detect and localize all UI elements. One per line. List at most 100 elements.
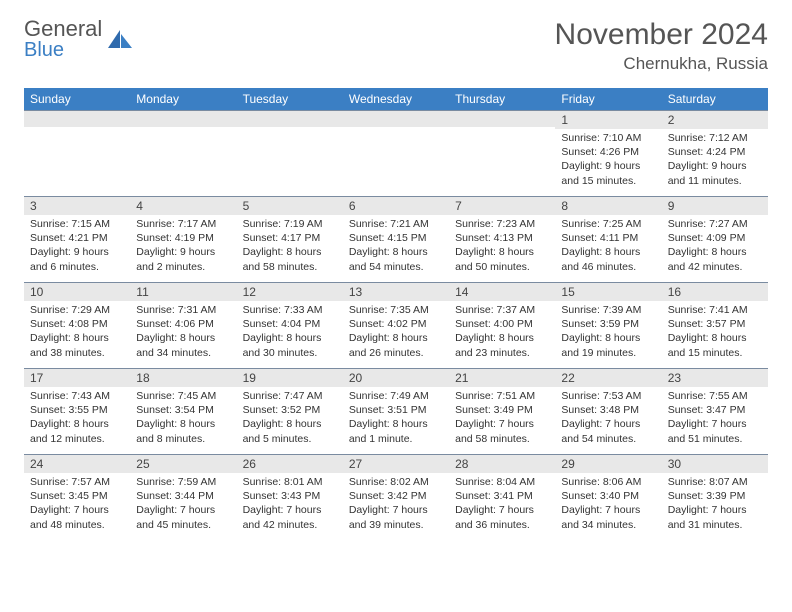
day-number: 3 [24,197,130,215]
day-details: Sunrise: 7:55 AMSunset: 3:47 PMDaylight:… [662,387,768,450]
calendar-cell: 21Sunrise: 7:51 AMSunset: 3:49 PMDayligh… [449,369,555,455]
day-number: 4 [130,197,236,215]
day-number: 13 [343,283,449,301]
day-details: Sunrise: 7:23 AMSunset: 4:13 PMDaylight:… [449,215,555,278]
day-number [24,111,130,127]
day-number: 16 [662,283,768,301]
day-details: Sunrise: 7:45 AMSunset: 3:54 PMDaylight:… [130,387,236,450]
weekday-header: Saturday [662,88,768,111]
logo-line2: Blue [24,40,102,60]
day-number: 5 [237,197,343,215]
day-number: 26 [237,455,343,473]
day-details: Sunrise: 8:02 AMSunset: 3:42 PMDaylight:… [343,473,449,536]
day-details: Sunrise: 7:41 AMSunset: 3:57 PMDaylight:… [662,301,768,364]
calendar-cell [449,111,555,197]
weekday-header: Sunday [24,88,130,111]
calendar-cell: 20Sunrise: 7:49 AMSunset: 3:51 PMDayligh… [343,369,449,455]
calendar-cell: 29Sunrise: 8:06 AMSunset: 3:40 PMDayligh… [555,455,661,541]
day-number: 29 [555,455,661,473]
calendar-cell: 12Sunrise: 7:33 AMSunset: 4:04 PMDayligh… [237,283,343,369]
calendar-cell: 18Sunrise: 7:45 AMSunset: 3:54 PMDayligh… [130,369,236,455]
day-number: 19 [237,369,343,387]
day-details: Sunrise: 8:07 AMSunset: 3:39 PMDaylight:… [662,473,768,536]
day-details: Sunrise: 8:01 AMSunset: 3:43 PMDaylight:… [237,473,343,536]
weekday-header: Wednesday [343,88,449,111]
title-block: November 2024 Chernukha, Russia [555,18,768,74]
header: General Blue November 2024 Chernukha, Ru… [24,18,768,74]
calendar-cell: 30Sunrise: 8:07 AMSunset: 3:39 PMDayligh… [662,455,768,541]
day-details: Sunrise: 8:06 AMSunset: 3:40 PMDaylight:… [555,473,661,536]
calendar-week: 17Sunrise: 7:43 AMSunset: 3:55 PMDayligh… [24,369,768,455]
calendar-cell: 11Sunrise: 7:31 AMSunset: 4:06 PMDayligh… [130,283,236,369]
calendar-cell: 26Sunrise: 8:01 AMSunset: 3:43 PMDayligh… [237,455,343,541]
calendar-cell: 27Sunrise: 8:02 AMSunset: 3:42 PMDayligh… [343,455,449,541]
day-details: Sunrise: 7:59 AMSunset: 3:44 PMDaylight:… [130,473,236,536]
calendar-cell: 6Sunrise: 7:21 AMSunset: 4:15 PMDaylight… [343,197,449,283]
day-details: Sunrise: 7:15 AMSunset: 4:21 PMDaylight:… [24,215,130,278]
calendar-cell: 14Sunrise: 7:37 AMSunset: 4:00 PMDayligh… [449,283,555,369]
day-details: Sunrise: 7:27 AMSunset: 4:09 PMDaylight:… [662,215,768,278]
day-details: Sunrise: 7:17 AMSunset: 4:19 PMDaylight:… [130,215,236,278]
day-number: 9 [662,197,768,215]
day-number: 22 [555,369,661,387]
day-details: Sunrise: 8:04 AMSunset: 3:41 PMDaylight:… [449,473,555,536]
day-details: Sunrise: 7:19 AMSunset: 4:17 PMDaylight:… [237,215,343,278]
day-details: Sunrise: 7:49 AMSunset: 3:51 PMDaylight:… [343,387,449,450]
day-details: Sunrise: 7:33 AMSunset: 4:04 PMDaylight:… [237,301,343,364]
day-number: 14 [449,283,555,301]
calendar-cell: 10Sunrise: 7:29 AMSunset: 4:08 PMDayligh… [24,283,130,369]
calendar-cell [237,111,343,197]
calendar-header-row: SundayMondayTuesdayWednesdayThursdayFrid… [24,88,768,111]
day-number: 30 [662,455,768,473]
calendar-cell: 17Sunrise: 7:43 AMSunset: 3:55 PMDayligh… [24,369,130,455]
month-title: November 2024 [555,18,768,52]
day-number: 24 [24,455,130,473]
calendar-cell [343,111,449,197]
day-details: Sunrise: 7:10 AMSunset: 4:26 PMDaylight:… [555,129,661,192]
day-details: Sunrise: 7:35 AMSunset: 4:02 PMDaylight:… [343,301,449,364]
weekday-header: Friday [555,88,661,111]
day-number: 15 [555,283,661,301]
calendar-week: 1Sunrise: 7:10 AMSunset: 4:26 PMDaylight… [24,111,768,197]
day-details: Sunrise: 7:57 AMSunset: 3:45 PMDaylight:… [24,473,130,536]
calendar-cell: 15Sunrise: 7:39 AMSunset: 3:59 PMDayligh… [555,283,661,369]
day-details: Sunrise: 7:39 AMSunset: 3:59 PMDaylight:… [555,301,661,364]
weekday-header: Monday [130,88,236,111]
day-details: Sunrise: 7:51 AMSunset: 3:49 PMDaylight:… [449,387,555,450]
calendar-cell: 7Sunrise: 7:23 AMSunset: 4:13 PMDaylight… [449,197,555,283]
day-number: 23 [662,369,768,387]
weekday-header: Tuesday [237,88,343,111]
day-number: 12 [237,283,343,301]
day-number: 10 [24,283,130,301]
calendar-cell: 5Sunrise: 7:19 AMSunset: 4:17 PMDaylight… [237,197,343,283]
calendar-cell: 8Sunrise: 7:25 AMSunset: 4:11 PMDaylight… [555,197,661,283]
day-details: Sunrise: 7:21 AMSunset: 4:15 PMDaylight:… [343,215,449,278]
day-number: 17 [24,369,130,387]
calendar-cell: 4Sunrise: 7:17 AMSunset: 4:19 PMDaylight… [130,197,236,283]
day-details: Sunrise: 7:31 AMSunset: 4:06 PMDaylight:… [130,301,236,364]
calendar-cell: 28Sunrise: 8:04 AMSunset: 3:41 PMDayligh… [449,455,555,541]
day-details: Sunrise: 7:53 AMSunset: 3:48 PMDaylight:… [555,387,661,450]
calendar-cell [130,111,236,197]
calendar-cell: 22Sunrise: 7:53 AMSunset: 3:48 PMDayligh… [555,369,661,455]
day-details: Sunrise: 7:29 AMSunset: 4:08 PMDaylight:… [24,301,130,364]
logo: General Blue [24,18,134,60]
day-details: Sunrise: 7:43 AMSunset: 3:55 PMDaylight:… [24,387,130,450]
day-number: 2 [662,111,768,129]
day-number [130,111,236,127]
day-details: Sunrise: 7:47 AMSunset: 3:52 PMDaylight:… [237,387,343,450]
location: Chernukha, Russia [555,54,768,74]
day-number: 27 [343,455,449,473]
day-number: 28 [449,455,555,473]
weekday-header: Thursday [449,88,555,111]
logo-line1: General [24,16,102,41]
calendar-week: 10Sunrise: 7:29 AMSunset: 4:08 PMDayligh… [24,283,768,369]
day-number [449,111,555,127]
calendar-cell: 9Sunrise: 7:27 AMSunset: 4:09 PMDaylight… [662,197,768,283]
calendar-cell: 16Sunrise: 7:41 AMSunset: 3:57 PMDayligh… [662,283,768,369]
calendar-week: 24Sunrise: 7:57 AMSunset: 3:45 PMDayligh… [24,455,768,541]
calendar-cell: 1Sunrise: 7:10 AMSunset: 4:26 PMDaylight… [555,111,661,197]
day-details: Sunrise: 7:12 AMSunset: 4:24 PMDaylight:… [662,129,768,192]
day-number: 11 [130,283,236,301]
day-number [343,111,449,127]
